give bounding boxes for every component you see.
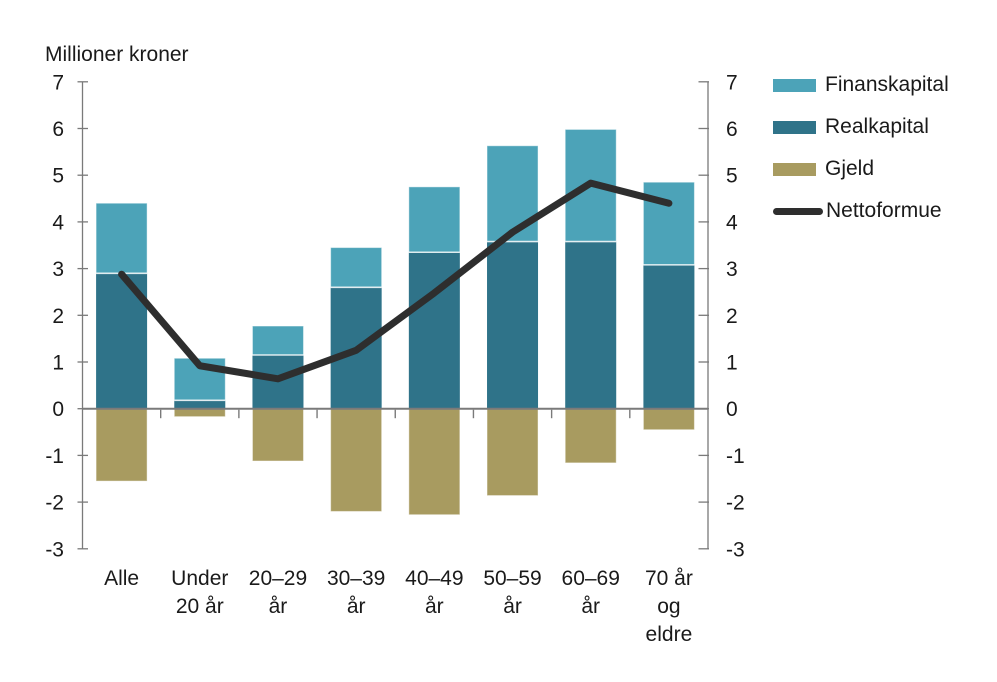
- legend-label: Realkapital: [825, 115, 929, 138]
- realkapital-swatch-icon: [773, 120, 816, 134]
- bar-finanskapital: [330, 247, 383, 288]
- legend-item-realkapital: Realkapital: [773, 113, 949, 141]
- y-tick-label-right: 5: [726, 165, 738, 188]
- y-tick-label-left: 5: [52, 165, 64, 188]
- x-axis-labels: Alle Under 20 år 20–29 år 30–39 år 40–49 år 50–59…: [104, 567, 693, 646]
- y-tick-label-left: -3: [45, 538, 64, 561]
- bar-realkapital: [643, 264, 695, 409]
- y-axes: 7 7 6 6 5 5 4 4 3 3 2 2 1 1 0 0 -1 -1 -2 -2 -3 -3: [45, 71, 744, 561]
- nettoformue-line: [118, 179, 673, 383]
- bar-finanskapital: [95, 202, 148, 274]
- x-category-label: 30–39 år: [327, 567, 385, 618]
- bar-realkapital: [565, 241, 617, 409]
- bar-gjeld: [408, 408, 461, 516]
- y-tick-label-left: 7: [52, 71, 64, 94]
- y-tick-label-right: 3: [726, 258, 738, 281]
- legend-item-nettoformue: Nettoformue: [773, 197, 949, 225]
- bar-gjeld: [486, 408, 539, 497]
- y-tick-label-right: 6: [726, 118, 738, 141]
- y-tick-label-left: -1: [45, 445, 64, 468]
- y-tick-label-left: 3: [52, 258, 64, 281]
- bar-finanskapital: [251, 325, 304, 356]
- zero-line-group: [82, 407, 708, 419]
- legend-label: Nettoformue: [826, 199, 942, 222]
- x-category-label: 70 år og eldre: [645, 567, 693, 646]
- bar-gjeld: [330, 408, 383, 512]
- bar-realkapital: [487, 241, 539, 409]
- bar-gjeld: [95, 408, 148, 482]
- x-category-label: 20–29 år: [249, 567, 307, 618]
- y-tick-label-left: 2: [52, 305, 64, 328]
- bar-finanskapital: [408, 186, 461, 253]
- gjeld-swatch-icon: [773, 162, 816, 176]
- y-tick-label-right: -2: [726, 492, 745, 515]
- y-tick-label-left: 4: [52, 211, 64, 234]
- legend-label: Gjeld: [825, 157, 875, 180]
- y-tick-label-right: 4: [726, 211, 738, 234]
- legend-item-gjeld: Gjeld: [773, 155, 949, 183]
- y-tick-label-right: 0: [726, 398, 738, 421]
- finanskapital-swatch-icon: [773, 78, 816, 92]
- x-category-label: 60–69 år: [562, 567, 620, 618]
- x-category-label: 50–59 år: [483, 567, 541, 618]
- x-category-label: Under 20 år: [171, 567, 228, 618]
- y-tick-label-right: 2: [726, 305, 738, 328]
- y-tick-label-left: 6: [52, 118, 64, 141]
- x-category-label: 40–49 år: [405, 567, 463, 618]
- legend-item-finanskapital: Finanskapital: [773, 71, 949, 99]
- y-axis-title: Millioner kroner: [45, 43, 189, 66]
- y-tick-label-right: 1: [726, 352, 738, 375]
- bar-gjeld: [564, 408, 617, 464]
- bar-finanskapital: [642, 181, 695, 266]
- y-tick-label-left: 0: [52, 398, 64, 421]
- chart-legend: Finanskapital Realkapital Gjeld Nettofor…: [773, 71, 949, 239]
- bar-gjeld: [251, 408, 304, 462]
- bar-gjeld: [173, 408, 226, 418]
- y-tick-label-right: 7: [726, 71, 738, 94]
- y-tick-label-right: -3: [726, 538, 745, 561]
- x-category-label: Alle: [104, 567, 139, 590]
- y-tick-label-right: -1: [726, 445, 745, 468]
- bars: [95, 128, 695, 516]
- bar-realkapital: [174, 400, 226, 409]
- bar-gjeld: [642, 408, 695, 431]
- y-tick-label-left: -2: [45, 492, 64, 515]
- bar-finanskapital: [486, 145, 539, 243]
- legend-label: Finanskapital: [825, 73, 949, 96]
- nettoformue-line-swatch-icon: [773, 207, 823, 215]
- y-tick-label-left: 1: [52, 352, 64, 375]
